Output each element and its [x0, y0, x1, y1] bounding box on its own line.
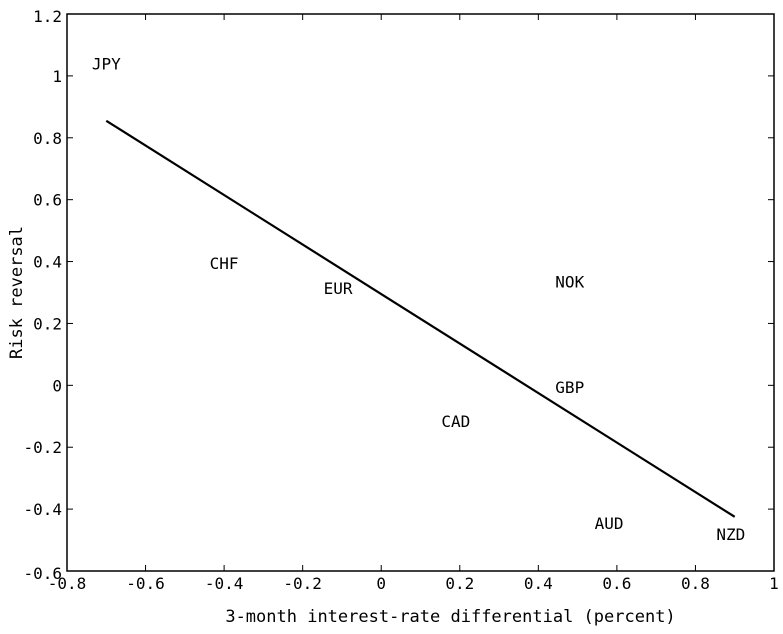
y-tick-label: 0.8: [33, 129, 62, 148]
y-tick-label: -0.2: [23, 438, 62, 457]
y-tick-label: 1.2: [33, 7, 62, 26]
y-tick-label: 0.2: [33, 314, 62, 333]
point-label-jpy: JPY: [92, 55, 121, 74]
y-tick-label: 0.6: [33, 191, 62, 210]
point-labels: JPY CHF EUR NOK GBP CAD AUD NZD: [92, 55, 745, 544]
y-tick-label: -0.4: [23, 500, 62, 519]
x-tick-label: -0.4: [205, 574, 244, 593]
x-tick-label: -0.6: [126, 574, 165, 593]
x-tick-label: 0.2: [445, 574, 474, 593]
x-tick-label: -0.8: [48, 574, 87, 593]
point-label-gbp: GBP: [555, 378, 584, 397]
x-tick-label: 0.6: [602, 574, 631, 593]
regression-line: [105, 119, 736, 518]
x-tick-label: -0.2: [283, 574, 322, 593]
point-label-nok: NOK: [555, 273, 584, 292]
point-label-chf: CHF: [210, 254, 239, 273]
y-tick-label: -0.6: [23, 564, 62, 583]
x-axis-title: 3-month interest-rate differential (perc…: [225, 607, 675, 627]
point-label-eur: EUR: [324, 279, 353, 298]
y-axis-title: Risk reversal: [7, 226, 27, 359]
y-tick-label: 0: [52, 376, 62, 395]
ticks: -0.8 -0.6 -0.4 -0.2 0 0.2 0.4 0.6 0.8 1-0.6-0.4-0…: [23, 7, 778, 593]
x-tick-label: 0: [376, 574, 386, 593]
point-label-aud: AUD: [595, 514, 624, 533]
point-label-cad: CAD: [441, 412, 470, 431]
fit-line-layer: [105, 119, 736, 518]
x-tick-label: 0.4: [524, 574, 553, 593]
point-label-nzd: NZD: [716, 525, 745, 544]
x-tick-label: 0.8: [681, 574, 710, 593]
y-tick-label: 1: [52, 67, 62, 86]
y-tick-label: 0.4: [33, 253, 62, 272]
x-tick-label: 1: [769, 574, 779, 593]
plot-area-frame: [66, 13, 775, 572]
